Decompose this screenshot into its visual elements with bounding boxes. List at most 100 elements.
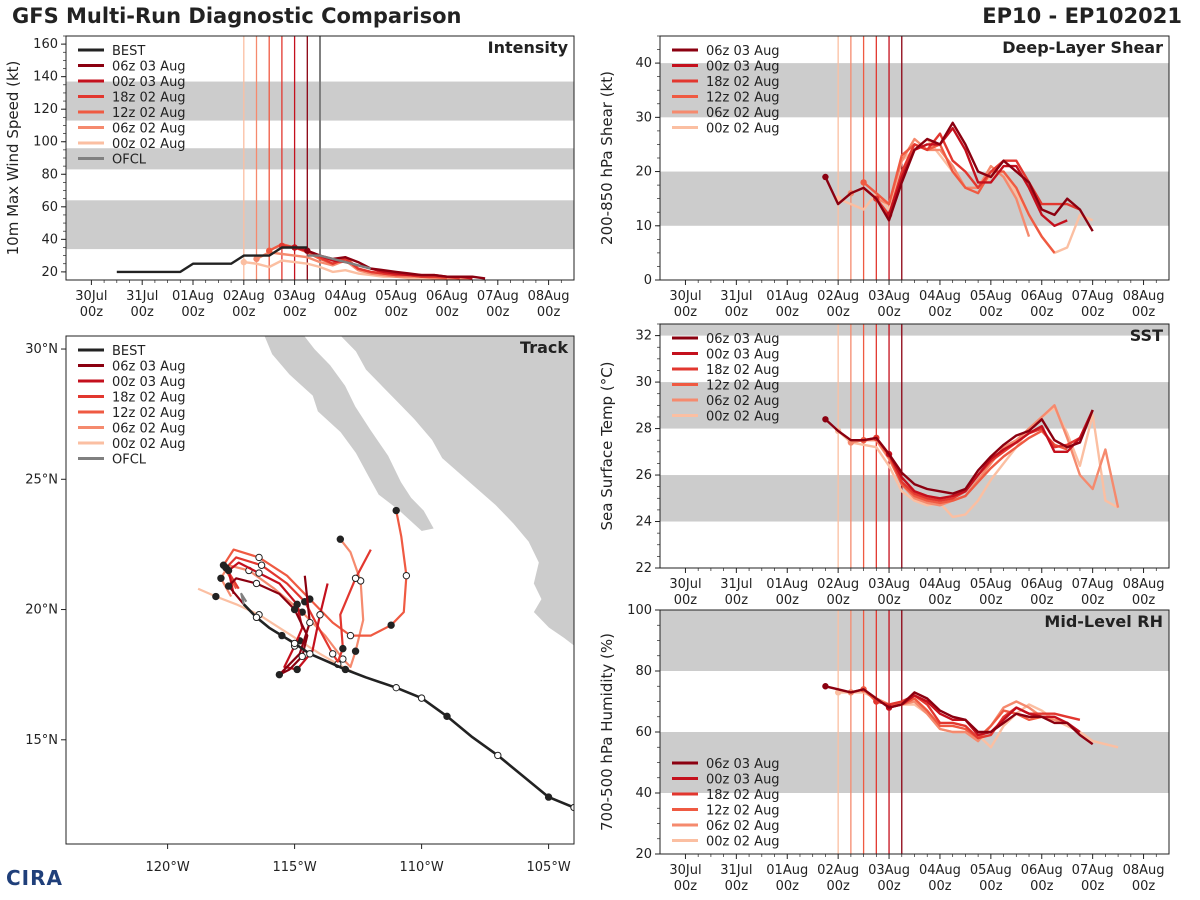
init-point — [822, 683, 829, 690]
track-point — [387, 621, 395, 629]
x-tick-day: 06Aug — [1021, 577, 1063, 592]
y-tick-label: 120 — [33, 102, 58, 117]
baja-landmass — [263, 336, 435, 532]
x-tick-hour: 00z — [1081, 879, 1105, 894]
x-tick-day: 08Aug — [1123, 289, 1165, 304]
x-tick-day: 04Aug — [919, 289, 961, 304]
y-tick-label: 22 — [635, 561, 652, 576]
legend-label: 00z 02 Aug — [112, 437, 186, 452]
y-tick-label: 100 — [33, 135, 58, 150]
x-tick-day: 31Jul — [720, 863, 752, 878]
track-point — [275, 670, 284, 679]
legend-label: 00z 02 Aug — [706, 835, 780, 850]
legend-label: 00z 03 Aug — [706, 348, 780, 363]
x-tick-day: 08Aug — [1123, 577, 1165, 592]
x-tick-day: 02Aug — [817, 289, 859, 304]
legend-label: 06z 03 Aug — [112, 360, 186, 375]
x-tick-hour: 00z — [80, 305, 104, 320]
track-point — [316, 611, 324, 619]
legend-label: 06z 03 Aug — [706, 332, 780, 347]
legend-label: 18z 02 Aug — [706, 788, 780, 803]
x-tick-day: 01Aug — [766, 577, 808, 592]
x-tick-hour: 00z — [674, 593, 698, 608]
series-00z-02-aug — [837, 406, 1119, 519]
legend-label: 06z 02 Aug — [706, 819, 780, 834]
y-tick-label: 40 — [635, 56, 652, 71]
x-tick-hour: 00z — [979, 593, 1003, 608]
intensity-panel: 2040608010012014016030Jul00z31Jul00z01Au… — [4, 35, 575, 320]
track-frame — [65, 335, 575, 845]
y-tick-label: 40 — [635, 786, 652, 801]
x-tick-hour: 00z — [537, 305, 561, 320]
legend-label: 18z 02 Aug — [706, 363, 780, 378]
track-06z-03-aug — [227, 575, 311, 676]
y-tick-label: 40 — [41, 232, 58, 247]
x-tick-hour: 00z — [674, 305, 698, 320]
legend-label: 06z 02 Aug — [112, 422, 186, 437]
track-panel: 120°W 115°W 110°W 105°W 15°N 20°N 25°N 30°N Trac… — [25, 335, 575, 875]
y-tick-label: 20 — [635, 165, 652, 180]
series-06z-03-aug — [306, 249, 486, 280]
y-tick-label: 0 — [644, 273, 652, 288]
x-tick-day: 06Aug — [1021, 289, 1063, 304]
panel-title: Mid-Level RH — [1044, 612, 1163, 631]
x-tick-hour: 00z — [181, 305, 205, 320]
x-tick-day: 05Aug — [970, 863, 1012, 878]
track-point — [346, 631, 355, 640]
x-tick-hour: 00z — [283, 305, 307, 320]
x-tick-hour: 00z — [979, 879, 1003, 894]
x-tick-hour: 00z — [725, 305, 749, 320]
x-tick-hour: 00z — [776, 879, 800, 894]
y-tick-label: 30 — [635, 110, 652, 125]
series-00z-03-aug — [887, 126, 1068, 227]
legend-label: 18z 02 Aug — [112, 391, 186, 406]
x-tick-day: 04Aug — [919, 577, 961, 592]
y-tick-label: 20 — [41, 265, 58, 280]
series-12z-02-aug — [862, 143, 1056, 254]
x-tick-hour: 00z — [725, 593, 749, 608]
legend-label: 06z 02 Aug — [112, 122, 186, 137]
series-00z-03-aug — [887, 409, 1094, 500]
y-tick-label: 26 — [635, 468, 652, 483]
x-tick-hour: 00z — [776, 305, 800, 320]
x-tick-hour: 00z — [1081, 593, 1105, 608]
x-tick-day: 01Aug — [766, 289, 808, 304]
series-12z-02-aug — [862, 688, 1055, 740]
shear-band — [660, 63, 1169, 118]
x-tick-hour: 00z — [131, 305, 155, 320]
x-tick-day: 08Aug — [528, 289, 570, 304]
x-tick-hour: 00z — [334, 305, 358, 320]
init-point — [240, 258, 247, 266]
lat-tick-label: 25°N — [25, 472, 58, 487]
track-point — [417, 694, 426, 702]
legend-label: 18z 02 Aug — [112, 91, 186, 106]
panel-title: Deep-Layer Shear — [1002, 38, 1163, 57]
track-point — [306, 650, 314, 658]
x-tick-day: 07Aug — [477, 289, 519, 304]
x-tick-hour: 00z — [1030, 305, 1054, 320]
y-tick-label: 32 — [635, 329, 652, 344]
track-ofcl — [240, 592, 248, 605]
track-point — [351, 647, 360, 655]
y-tick-label: 28 — [635, 422, 652, 437]
x-tick-hour: 00z — [1132, 879, 1156, 894]
y-tick-label: 60 — [41, 200, 58, 215]
lat-tick-label: 15°N — [25, 733, 58, 748]
track-point — [255, 553, 263, 562]
sst-band — [660, 324, 1169, 336]
x-tick-hour: 00z — [928, 593, 952, 608]
x-tick-day: 31Jul — [720, 289, 752, 304]
track-point — [544, 793, 553, 801]
track-point — [336, 535, 345, 543]
x-tick-hour: 00z — [826, 593, 850, 608]
y-tick-label: 24 — [635, 515, 652, 530]
track-point — [255, 569, 263, 577]
legend-label: 06z 02 Aug — [706, 394, 780, 409]
x-tick-day: 03Aug — [868, 577, 910, 592]
track-point — [351, 574, 360, 582]
figure-title: GFS Multi-Run Diagnostic Comparison — [12, 4, 462, 28]
track-point — [494, 751, 502, 760]
rh-band — [660, 732, 1169, 793]
x-tick-day: 05Aug — [375, 289, 417, 304]
x-tick-day: 05Aug — [970, 577, 1012, 592]
